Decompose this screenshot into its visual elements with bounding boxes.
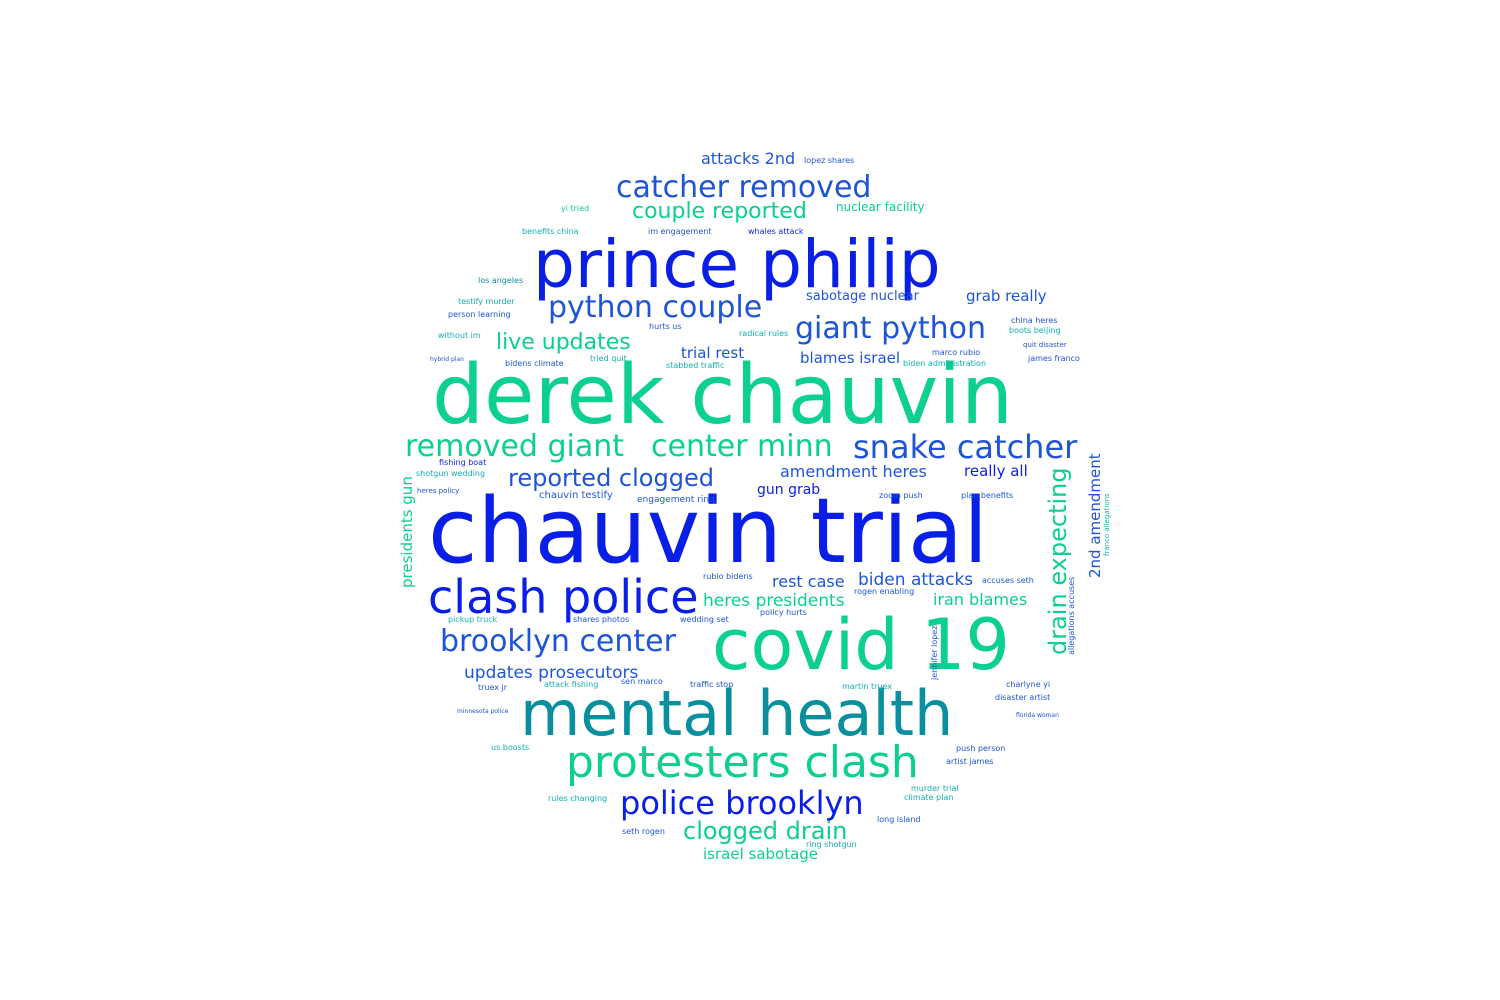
- word-grab-really: grab really: [966, 287, 1047, 305]
- word-murder-trial: murder trial: [911, 784, 959, 793]
- word-chauvin-trial: chauvin trial: [428, 479, 989, 584]
- word-chauvin-testify: chauvin testify: [539, 490, 613, 501]
- word-accuses-seth: accuses seth: [982, 576, 1034, 585]
- word-attacks-2nd: attacks 2nd: [701, 149, 796, 168]
- word-boots-beijing: boots beijing: [1009, 326, 1061, 335]
- word-catcher-removed: catcher removed: [616, 170, 872, 205]
- word-rules-changing: rules changing: [548, 794, 608, 803]
- word-tried-quit: tried quit: [590, 354, 627, 363]
- word-james-franco: james franco: [1028, 354, 1080, 363]
- word-heres-policy: heres policy: [417, 487, 460, 495]
- word-climate-plan: climate plan: [904, 793, 954, 802]
- word-biden-attacks: biden attacks: [858, 570, 974, 590]
- word-center-minn: center minn: [651, 429, 833, 464]
- word-florida-woman: florida woman: [1016, 712, 1059, 719]
- word-yi-tried: yi tried: [561, 204, 590, 213]
- word-blames-israel: blames israel: [800, 349, 901, 367]
- word-benefits-china: benefits china: [522, 227, 579, 236]
- word-gun-grab: gun grab: [757, 482, 821, 498]
- word-really-all: really all: [964, 462, 1028, 480]
- word-china-heres: china heres: [1011, 316, 1058, 325]
- word-jennifer-lopez: jennifer lopez: [930, 625, 939, 680]
- word-hybrid-plan: hybrid plan: [430, 356, 464, 363]
- word-person-learning: person learning: [448, 310, 511, 319]
- word-traffic-stop: traffic stop: [690, 680, 734, 689]
- word-whales-attack: whales attack: [748, 227, 804, 236]
- word-quit-disaster: quit disaster: [1023, 341, 1067, 349]
- word-long-island: long island: [877, 815, 921, 824]
- word-couple-reported: couple reported: [632, 199, 807, 224]
- word-allegations-accuses: allegations accuses: [1067, 576, 1076, 655]
- word-mental-health: mental health: [520, 677, 954, 750]
- word-rogen-enabling: rogen enabling: [854, 587, 915, 596]
- word-presidents-gun: presidents gun: [398, 476, 416, 588]
- word-police-brooklyn: police brooklyn: [620, 784, 864, 822]
- word-push-person: push person: [956, 744, 1006, 753]
- word-giant-python: giant python: [795, 311, 987, 346]
- word-los-angeles: los angeles: [478, 276, 524, 285]
- word-covid-19: covid 19: [712, 604, 1010, 686]
- word-policy-hurts: policy hurts: [760, 608, 807, 617]
- word-martin-truex: martin truex: [842, 682, 892, 691]
- word-marco-rubio: marco rubio: [932, 348, 981, 357]
- word-trial-rest: trial rest: [681, 344, 745, 362]
- word-heres-presidents: heres presidents: [703, 591, 845, 611]
- word-clogged-drain: clogged drain: [683, 817, 848, 845]
- word-bidens-climate: bidens climate: [505, 359, 564, 368]
- word-derek-chauvin: derek chauvin: [432, 348, 1013, 443]
- word-live-updates: live updates: [496, 330, 631, 355]
- word-artist-james: artist james: [946, 757, 994, 766]
- word-zoom-push: zoom push: [879, 491, 923, 500]
- word-prince-philip: prince philip: [533, 226, 941, 303]
- word-lopez-shares: lopez shares: [804, 156, 855, 165]
- word-sen-marco: sen marco: [621, 677, 663, 686]
- word-rest-case: rest case: [772, 572, 845, 591]
- word-truex-jr: truex jr: [478, 683, 508, 692]
- word-python-couple: python couple: [548, 290, 763, 325]
- word-minnesota-police: minnesota police: [457, 708, 509, 715]
- word-pickup-truck: pickup truck: [448, 615, 498, 624]
- word-sabotage-nuclear: sabotage nuclear: [806, 289, 919, 304]
- word-rubio-bidens: rubio bidens: [703, 572, 753, 581]
- word-amendment-heres: amendment heres: [780, 462, 927, 481]
- word-2nd-amendment: 2nd amendment: [1086, 453, 1104, 578]
- word-reported-clogged: reported clogged: [508, 464, 714, 492]
- word-protesters-clash: protesters clash: [566, 737, 919, 788]
- word-radical-rules: radical rules: [739, 329, 789, 338]
- word-ring-shotgun: ring shotgun: [806, 840, 857, 849]
- word-without-im: without im: [438, 331, 481, 340]
- word-us-boosts: us boosts: [491, 743, 530, 752]
- word-clash-police: clash police: [428, 570, 699, 624]
- word-plan-benefits: plan benefits: [961, 491, 1014, 500]
- word-shotgun-wedding: shotgun wedding: [416, 469, 486, 478]
- word-disaster-artist: disaster artist: [995, 693, 1051, 702]
- word-biden-administration: biden administration: [903, 359, 987, 368]
- word-israel-sabotage: israel sabotage: [703, 845, 819, 863]
- word-charlyne-yi: charlyne yi: [1006, 680, 1051, 689]
- word-engagement-ring: engagement ring: [637, 495, 715, 505]
- word-snake-catcher: snake catcher: [853, 428, 1078, 466]
- word-brooklyn-center: brooklyn center: [440, 624, 676, 659]
- word-im-engagement: im engagement: [648, 227, 712, 236]
- word-updates-prosecutors: updates prosecutors: [464, 663, 639, 683]
- word-testify-murder: testify murder: [458, 297, 515, 306]
- word-seth-rogen: seth rogen: [622, 827, 665, 836]
- word-iran-blames: iran blames: [933, 590, 1028, 609]
- word-fishing-boat: fishing boat: [439, 458, 487, 467]
- word-franco-allegations: franco allegations: [1103, 493, 1111, 556]
- word-removed-giant: removed giant: [405, 429, 625, 464]
- word-stabbed-traffic: stabbed traffic: [666, 361, 725, 370]
- word-attack-fishing: attack fishing: [544, 680, 599, 689]
- word-nuclear-facility: nuclear facility: [836, 200, 925, 214]
- word-shares-photos: shares photos: [573, 615, 630, 624]
- word-wedding-set: wedding set: [680, 615, 729, 624]
- word-hurts-us: hurts us: [649, 322, 682, 331]
